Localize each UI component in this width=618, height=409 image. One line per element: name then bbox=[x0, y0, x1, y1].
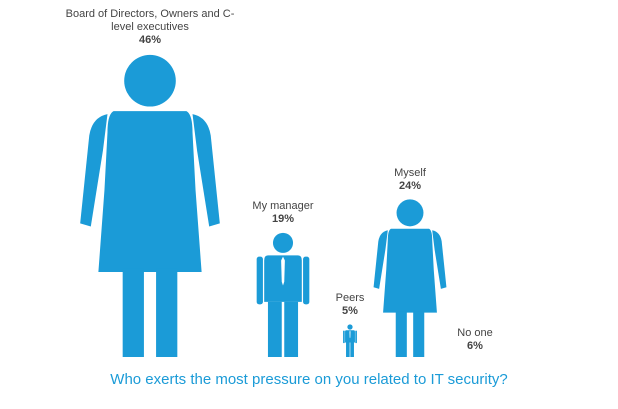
figure bbox=[256, 232, 310, 357]
leg bbox=[156, 268, 178, 357]
head bbox=[396, 199, 424, 227]
category-label: Myself 24% bbox=[325, 167, 495, 193]
head bbox=[124, 54, 176, 107]
arm bbox=[303, 256, 310, 305]
arm bbox=[355, 330, 357, 344]
arm bbox=[432, 230, 447, 289]
dress bbox=[383, 228, 437, 313]
value-label: 6% bbox=[467, 340, 483, 352]
head bbox=[272, 232, 294, 253]
leg bbox=[413, 311, 425, 357]
chart-title: Who exerts the most pressure on you rela… bbox=[110, 371, 508, 388]
figure bbox=[80, 54, 220, 357]
category-name: No one bbox=[457, 327, 493, 339]
value-label: 5% bbox=[342, 305, 358, 317]
dress bbox=[98, 111, 202, 272]
arm bbox=[80, 114, 108, 227]
arm bbox=[343, 330, 345, 344]
category-name: Peers bbox=[335, 292, 365, 304]
value-label: 46% bbox=[138, 34, 162, 47]
leg bbox=[395, 311, 407, 357]
category-label: Peers 5% bbox=[265, 292, 435, 318]
category-label: Board of Directors, Owners and C-level e… bbox=[65, 8, 235, 47]
category-name: Myself bbox=[394, 166, 426, 179]
tie bbox=[281, 256, 285, 286]
category-label: No one 6% bbox=[390, 327, 560, 353]
category-name: Board of Directors, Owners and C-level e… bbox=[65, 8, 235, 34]
arm bbox=[256, 256, 263, 305]
leg bbox=[346, 342, 350, 357]
arm bbox=[373, 230, 388, 289]
leg bbox=[122, 268, 144, 357]
tie bbox=[349, 330, 351, 339]
leg bbox=[267, 301, 282, 357]
head bbox=[347, 324, 353, 330]
leg bbox=[350, 342, 354, 357]
value-label: 19% bbox=[271, 212, 295, 225]
category-name: My manager bbox=[252, 199, 314, 212]
arm bbox=[192, 114, 220, 227]
figure bbox=[373, 199, 447, 357]
figure bbox=[343, 324, 357, 357]
leg bbox=[284, 301, 299, 357]
value-label: 24% bbox=[398, 179, 422, 192]
category-label: My manager 19% bbox=[198, 200, 368, 226]
